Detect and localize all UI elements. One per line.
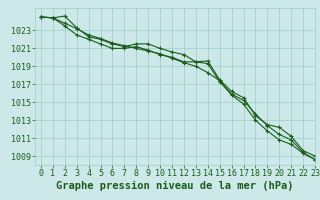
X-axis label: Graphe pression niveau de la mer (hPa): Graphe pression niveau de la mer (hPa) <box>56 181 294 191</box>
